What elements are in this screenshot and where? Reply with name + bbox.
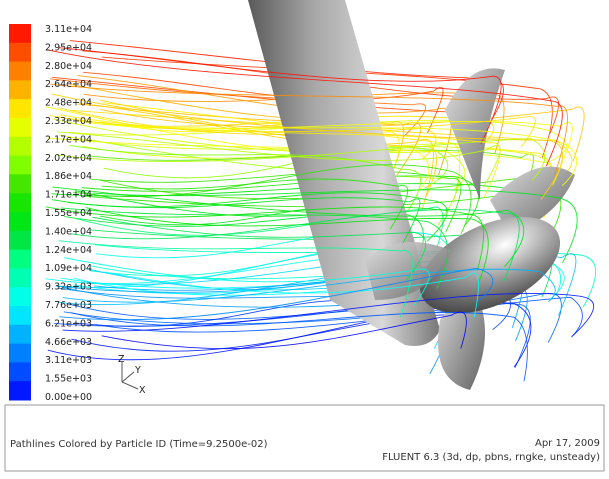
colorbar-swatch bbox=[9, 287, 31, 306]
colorbar-label: 2.80e+04 bbox=[45, 61, 92, 72]
colorbar-label: 1.40e+04 bbox=[45, 226, 92, 237]
colorbar-label: 7.76e+03 bbox=[45, 300, 92, 311]
colorbar-label: 4.66e+03 bbox=[45, 337, 92, 348]
colorbar-label: 1.71e+04 bbox=[45, 190, 92, 201]
colorbar-swatch bbox=[9, 250, 31, 269]
colorbar-label: 9.32e+03 bbox=[45, 282, 92, 293]
colorbar-swatch bbox=[9, 344, 31, 363]
colorbar-swatch bbox=[9, 118, 31, 137]
colorbar-label: 2.33e+04 bbox=[45, 116, 92, 127]
colorbar-swatch bbox=[9, 24, 31, 43]
colorbar-label: 3.11e+03 bbox=[45, 355, 92, 366]
colorbar-swatch bbox=[9, 231, 31, 250]
colorbar-label: 1.09e+04 bbox=[45, 263, 92, 274]
axis-label: X bbox=[139, 385, 146, 396]
colorbar-label: 2.48e+04 bbox=[45, 98, 92, 109]
colorbar-label: 3.11e+04 bbox=[45, 24, 92, 35]
colorbar-label: 1.55e+04 bbox=[45, 208, 92, 219]
colorbar-label: 6.21e+03 bbox=[45, 318, 92, 329]
colorbar-swatch bbox=[9, 80, 31, 99]
viewport: 3.11e+04 2.95e+04 2.80e+04 2.64e+04 2.48e+04… bbox=[0, 0, 609, 475]
colorbar-label: 2.17e+04 bbox=[45, 134, 92, 145]
colorbar-label: 1.24e+04 bbox=[45, 245, 92, 256]
axis-label: Y bbox=[134, 365, 141, 376]
colorbar: 3.11e+04 2.95e+04 2.80e+04 2.64e+04 2.48e+04… bbox=[9, 24, 92, 403]
colorbar-swatch bbox=[9, 268, 31, 287]
colorbar-swatch bbox=[9, 193, 31, 212]
colorbar-label: 2.64e+04 bbox=[45, 79, 92, 90]
colorbar-swatch bbox=[9, 212, 31, 231]
colorbar-swatch bbox=[9, 137, 31, 156]
colorbar-swatch bbox=[9, 99, 31, 118]
colorbar-label: 1.86e+04 bbox=[45, 171, 92, 182]
footer-date: Apr 17, 2009 bbox=[535, 438, 600, 449]
colorbar-label: 1.55e+03 bbox=[45, 374, 92, 385]
colorbar-swatch bbox=[9, 325, 31, 344]
colorbar-label: 0.00e+00 bbox=[45, 392, 92, 403]
colorbar-label: 2.02e+04 bbox=[45, 153, 92, 164]
footer-title: Pathlines Colored by Particle ID (Time=9… bbox=[10, 439, 268, 450]
colorbar-swatch bbox=[9, 156, 31, 175]
colorbar-swatch bbox=[9, 43, 31, 62]
colorbar-swatch bbox=[9, 62, 31, 81]
axis-label: Z bbox=[118, 354, 125, 365]
colorbar-swatch bbox=[9, 174, 31, 193]
colorbar-swatch bbox=[9, 306, 31, 325]
colorbar-swatch bbox=[9, 362, 31, 381]
footer-solver: FLUENT 6.3 (3d, dp, pbns, rngke, unstead… bbox=[382, 452, 600, 463]
colorbar-swatch bbox=[9, 381, 31, 400]
colorbar-label: 2.95e+04 bbox=[45, 42, 92, 53]
